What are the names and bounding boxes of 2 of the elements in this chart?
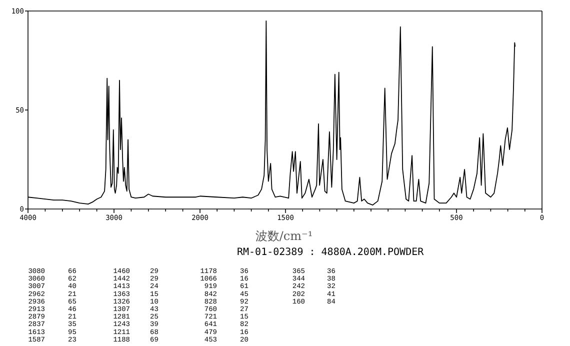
x-axis-title: 波数/cm⁻¹ (255, 229, 313, 243)
text: RM-01-02389 : 4880A.200M.POWDER (237, 247, 425, 258)
